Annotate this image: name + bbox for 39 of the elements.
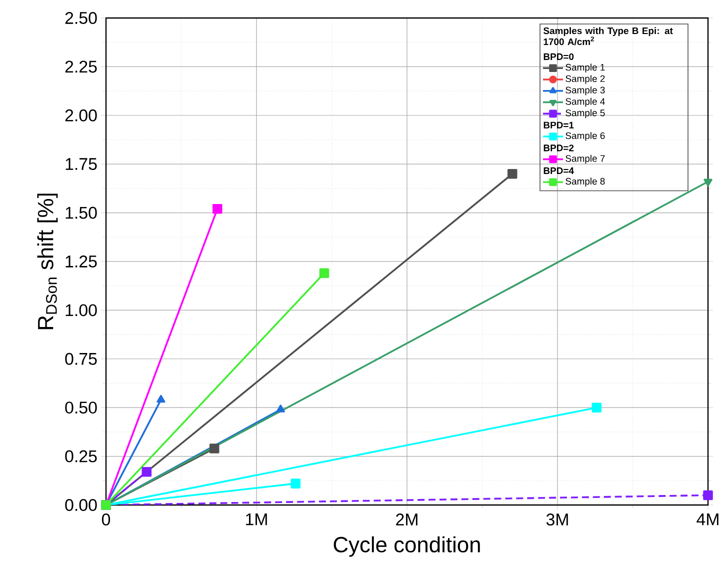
point <box>212 204 222 214</box>
annotation: BPD=2 <box>544 144 574 152</box>
y-tick-label: 0.25 <box>65 450 97 462</box>
y-tick-label: 1.00 <box>66 304 97 316</box>
legend-label: Sample 3 <box>566 86 605 96</box>
point <box>142 466 152 477</box>
annotation: BPD=1 <box>544 122 574 128</box>
legend-label: Sample 2 <box>566 75 605 84</box>
y-axis-title: R$_{DSon}$ shift [%] <box>37 194 58 330</box>
legend-label: Sample 4 <box>566 98 605 107</box>
y-tick-label: 0.75 <box>65 352 97 365</box>
legend-label: Sample 1 <box>566 64 605 73</box>
y-tick-label: 2.50 <box>65 12 97 24</box>
annotation: BPD=4 <box>544 167 574 174</box>
y-tick-label: 1.25 <box>66 255 97 268</box>
point <box>507 168 518 179</box>
point <box>290 478 301 488</box>
x-tick-label: 0 <box>102 514 110 526</box>
x-tick-label: 4M <box>696 514 718 526</box>
legend-label: Sample 6 <box>566 132 605 141</box>
legend-label: Sample 8 <box>566 178 605 187</box>
x-tick-label: 1M <box>246 514 267 526</box>
x-tick-label: 2M <box>396 514 418 526</box>
legend-label: Sample 5 <box>566 109 605 118</box>
point <box>703 490 713 500</box>
y-tick-label: 0.50 <box>65 402 97 414</box>
legend-label: Sample 7 <box>566 154 605 164</box>
x-tick-label: 3M <box>546 514 568 526</box>
x-axis-title: Cycle condition <box>334 536 480 557</box>
legend-title: Samples with Type B Epi: at 1700 A/cm$^{2}$ <box>543 27 673 46</box>
annotation: BPD=0 <box>544 53 574 60</box>
y-tick-label: 2.25 <box>65 60 97 73</box>
point <box>209 444 220 454</box>
y-tick-label: 1.50 <box>66 206 97 219</box>
y-tick-label: 1.75 <box>66 158 97 170</box>
point <box>319 268 330 278</box>
y-tick-label: 0.00 <box>65 498 97 511</box>
point <box>592 402 602 412</box>
y-tick-label: 2.00 <box>65 109 97 122</box>
